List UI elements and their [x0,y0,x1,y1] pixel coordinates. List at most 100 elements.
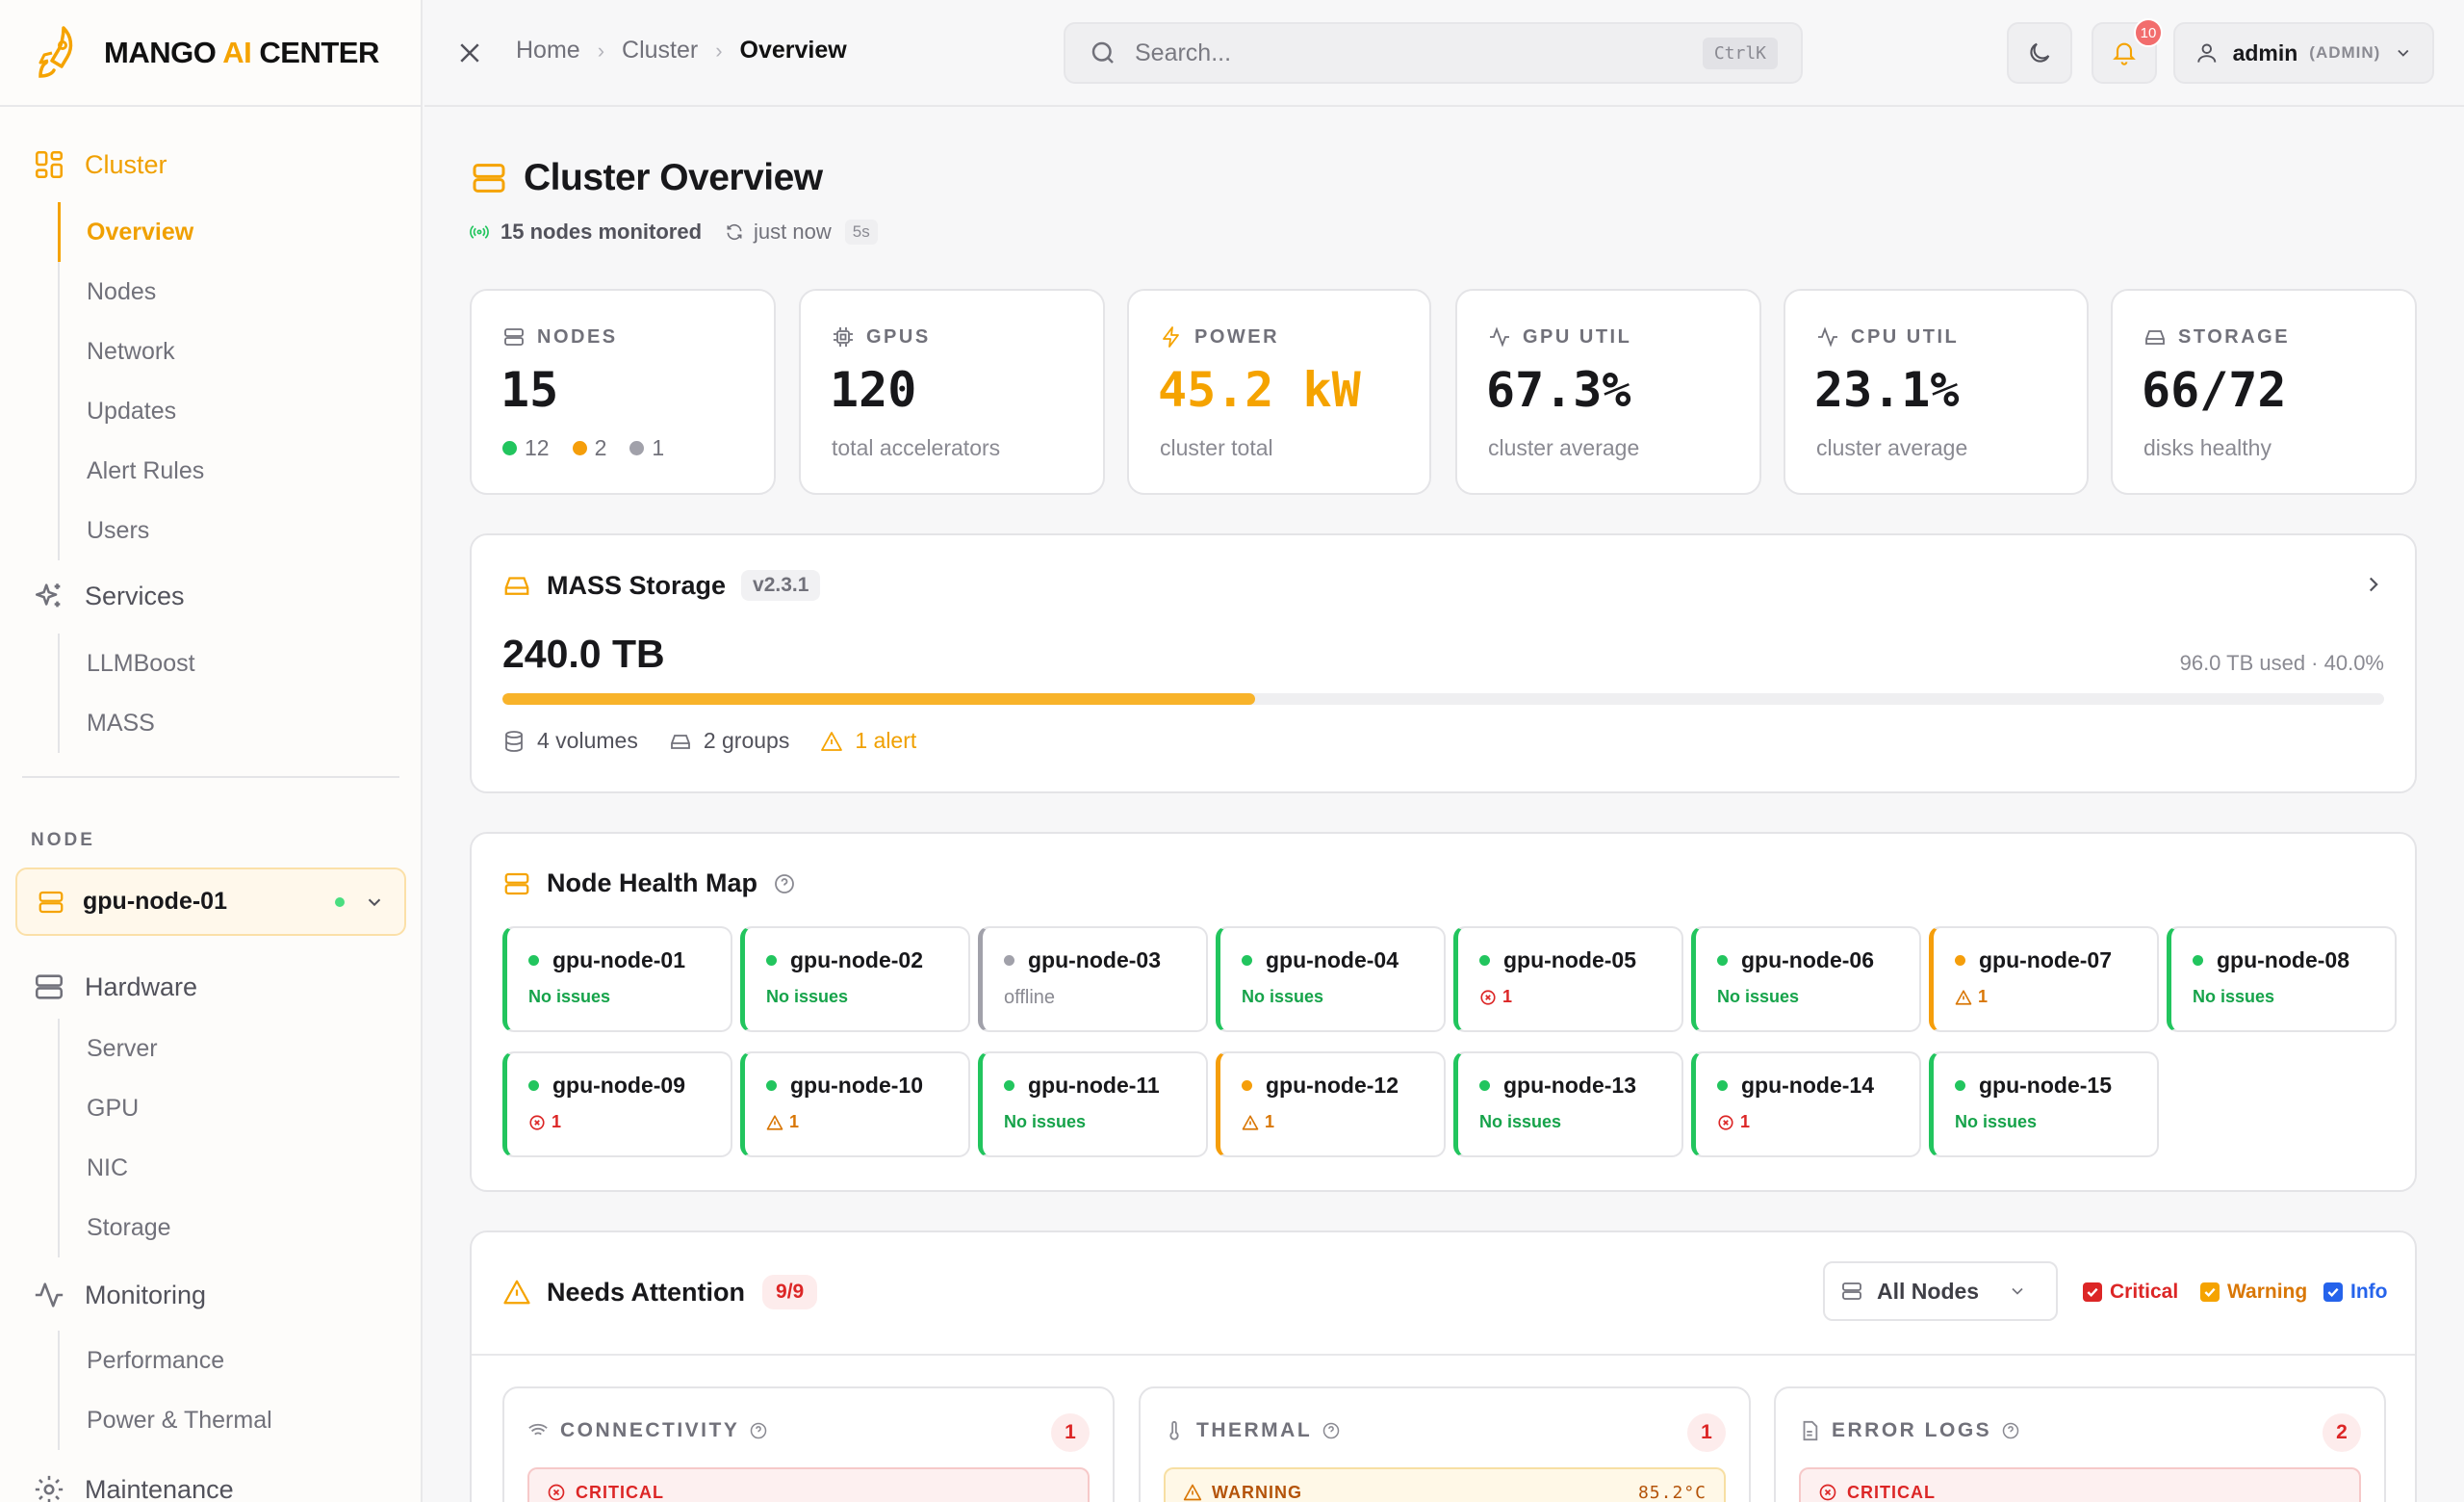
stat-card-gpu-util[interactable]: GPU UTIL 67.3% cluster average [1455,289,1761,495]
node-tile[interactable]: gpu-node-11 No issues [978,1051,1208,1157]
breadcrumb-home[interactable]: Home [516,37,580,64]
warning-filter-checkbox[interactable]: Warning [2200,1281,2307,1304]
services-submenu: LLMBoost MASS [58,634,195,753]
alert-item[interactable]: WARNING 85.2°C [1164,1467,1726,1502]
sidebar-item-updates[interactable]: Updates [87,397,177,425]
node-tile[interactable]: gpu-node-13 No issues [1453,1051,1683,1157]
x-circle-icon [1819,1484,1836,1501]
help-circle-icon[interactable] [773,872,796,895]
mass-storage-card[interactable]: MASS Storage v2.3.1 240.0 TB 96.0 TB use… [470,533,2417,793]
panel-count: 1 [1687,1413,1726,1452]
sidebar-item-nodes[interactable]: Nodes [87,277,157,305]
sidebar-item-users[interactable]: Users [87,516,150,544]
status-dot [528,955,539,966]
stat-card-power[interactable]: POWER 45.2 kW cluster total [1127,289,1431,495]
refresh-interval[interactable]: 5s [844,220,878,245]
status-dot [1955,955,1965,966]
nav-group-services[interactable]: Services [33,572,185,620]
node-tile[interactable]: gpu-node-07 1 [1929,926,2159,1032]
help-circle-icon[interactable] [749,1421,768,1440]
storage-version: v2.3.1 [741,570,821,601]
stat-card-storage[interactable]: STORAGE 66/72 disks healthy [2111,289,2417,495]
critical-filter-checkbox[interactable]: Critical [2083,1281,2178,1304]
nav-group-cluster[interactable]: Cluster [33,141,167,189]
node-tile[interactable]: gpu-node-15 No issues [1929,1051,2159,1157]
sidebar-item-power-thermal[interactable]: Power & Thermal [87,1406,272,1434]
lightning-icon [1163,326,1179,348]
node-filter-select[interactable]: All Nodes [1823,1261,2058,1321]
node-tile[interactable]: gpu-node-12 1 [1216,1051,1446,1157]
refresh-icon[interactable] [725,222,744,242]
storage-alerts[interactable]: 1 alert [820,728,916,754]
chevron-right-icon: › [597,38,605,63]
node-tile[interactable]: gpu-node-01 No issues [502,926,732,1032]
status-dot [1242,955,1252,966]
stat-card-gpus[interactable]: GPUS 120 total accelerators [799,289,1105,495]
chevron-down-icon [2398,49,2409,57]
sidebar-item-server[interactable]: Server [87,1034,158,1062]
node-tile-status: No issues [1242,987,1324,1006]
node-tile[interactable]: gpu-node-10 1 [740,1051,970,1157]
server-icon [38,891,64,913]
close-icon[interactable] [455,39,484,67]
node-tile-status: offline [1004,987,1056,1008]
user-menu[interactable]: admin (ADMIN) [2173,22,2434,84]
sidebar-item-storage[interactable]: Storage [87,1213,171,1241]
node-tile-name: gpu-node-14 [1717,1073,1919,1099]
search-box[interactable]: CtrlK [1064,22,1803,84]
info-filter-checkbox[interactable]: Info [2323,1281,2387,1304]
alert-item[interactable]: CRITICAL [1799,1467,2361,1502]
node-tile-name: gpu-node-15 [1955,1073,2157,1099]
node-selector[interactable]: gpu-node-01 [15,868,406,936]
sidebar-item-nic[interactable]: NIC [87,1153,129,1181]
connectivity-panel[interactable]: CONNECTIVITY 1 CRITICAL [502,1386,1115,1502]
node-tile-name: gpu-node-10 [766,1073,968,1099]
help-circle-icon[interactable] [2001,1421,2020,1440]
sidebar-item-overview[interactable]: Overview [57,202,204,262]
node-tile[interactable]: gpu-node-03 offline [978,926,1208,1032]
sidebar-item-network[interactable]: Network [87,337,175,365]
sidebar-item-performance[interactable]: Performance [87,1346,225,1374]
node-tile-name: gpu-node-01 [528,947,731,973]
node-tile[interactable]: gpu-node-14 1 [1691,1051,1921,1157]
stat-value: 45.2 kW [1158,362,1361,418]
node-tile[interactable]: gpu-node-04 No issues [1216,926,1446,1032]
thermal-panel[interactable]: THERMAL 1 WARNING 85.2°C [1139,1386,1751,1502]
breadcrumb-cluster[interactable]: Cluster [622,37,699,64]
nav-group-maintenance[interactable]: Maintenance [33,1465,234,1502]
nav-group-monitoring[interactable]: Monitoring [33,1271,206,1319]
panel-count: 1 [1051,1413,1090,1452]
node-tile[interactable]: gpu-node-09 1 [502,1051,732,1157]
node-tile[interactable]: gpu-node-06 No issues [1691,926,1921,1032]
nav-group-hardware[interactable]: Hardware [33,963,197,1011]
gear-icon [35,1475,64,1502]
node-tile-status: 1 [1717,1112,1919,1132]
sidebar-item-alert-rules[interactable]: Alert Rules [87,456,205,484]
node-tile[interactable]: gpu-node-05 1 [1453,926,1683,1032]
stat-card-nodes[interactable]: NODES 15 12 2 1 [470,289,776,495]
notifications-button[interactable]: 10 [2092,18,2163,84]
node-tile[interactable]: gpu-node-02 No issues [740,926,970,1032]
warning-triangle-icon [821,731,843,751]
node-tile[interactable]: gpu-node-08 No issues [2167,926,2397,1032]
node-tile-status: No issues [1717,987,1800,1006]
node-tile-name: gpu-node-06 [1717,947,1919,973]
theme-toggle-button[interactable] [2007,22,2072,84]
node-tile-status: 1 [766,1112,968,1132]
page-subtitle: 15 nodes monitored just now 5s [470,220,878,245]
stat-card-cpu-util[interactable]: CPU UTIL 23.1% cluster average [1784,289,2089,495]
help-circle-icon[interactable] [1322,1421,1341,1440]
status-dot [1955,1080,1965,1091]
sidebar-item-mass[interactable]: MASS [87,709,155,737]
search-shortcut: CtrlK [1702,37,1778,69]
sidebar-item-llmboost[interactable]: LLMBoost [87,649,195,677]
chevron-right-icon[interactable] [2361,572,2386,597]
search-input[interactable] [1135,39,1703,67]
sidebar-item-gpu[interactable]: GPU [87,1094,140,1122]
grid-icon [35,150,64,179]
alert-item[interactable]: CRITICAL [527,1467,1090,1502]
hard-drive-icon [2145,330,2165,345]
error-logs-panel[interactable]: ERROR LOGS 2 CRITICAL [1774,1386,2386,1502]
status-dot [2193,955,2203,966]
brand-logo[interactable]: MANGO AI CENTER [0,0,421,107]
